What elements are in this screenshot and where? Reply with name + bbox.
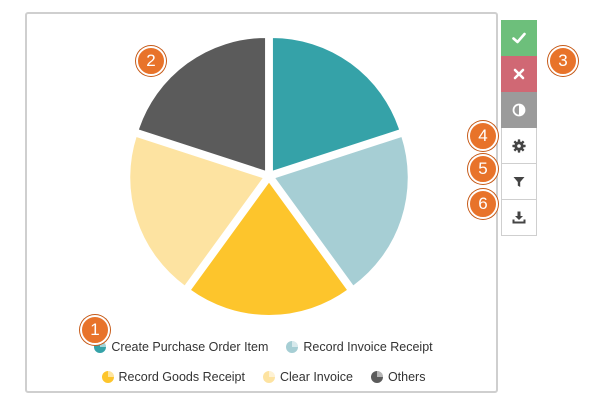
download-button[interactable]: [501, 200, 537, 236]
filter-icon: [513, 176, 525, 187]
pie-slice-record-invoice-receipt[interactable]: [272, 134, 410, 289]
legend-item-record-goods-receipt[interactable]: Record Goods Receipt: [101, 370, 245, 384]
check-icon: [512, 32, 526, 44]
legend-label: Clear Invoice: [279, 370, 353, 384]
contrast-icon: [512, 103, 526, 117]
gear-icon: [512, 138, 526, 153]
confirm-button[interactable]: [501, 20, 537, 56]
legend-label: Create Purchase Order Item: [111, 340, 269, 354]
filter-button[interactable]: [501, 164, 537, 200]
contrast-button[interactable]: [501, 92, 537, 128]
download-icon: [512, 211, 526, 224]
pie-chart: [128, 35, 410, 317]
legend-row-1: Create Purchase Order Item Record Invoic…: [27, 340, 500, 354]
pie-slice-others[interactable]: [136, 35, 268, 174]
legend-item-others[interactable]: Others: [370, 370, 426, 384]
callout-badge-4: 4: [468, 121, 498, 151]
legend-item-clear-invoice[interactable]: Clear Invoice: [262, 370, 353, 384]
pie-icon: [262, 371, 275, 383]
legend-label: Record Invoice Receipt: [303, 340, 433, 354]
legend-item-create-purchase-order-item[interactable]: Create Purchase Order Item: [94, 340, 268, 354]
callout-badge-5: 5: [468, 154, 498, 184]
callout-badge-3: 3: [548, 46, 578, 76]
settings-button[interactable]: [501, 128, 537, 164]
legend-label: Record Goods Receipt: [118, 370, 245, 384]
pie-icon: [370, 371, 383, 383]
cancel-button[interactable]: [501, 56, 537, 92]
close-icon: [513, 68, 525, 80]
pie-icon: [286, 341, 299, 353]
pie-icon: [101, 371, 114, 383]
pie-slice-record-goods-receipt[interactable]: [188, 179, 350, 317]
chart-toolbar: [501, 20, 537, 236]
pie-slice-create-purchase-order-item[interactable]: [270, 35, 402, 174]
legend-row-2: Record Goods Receipt Clear Invoice Other…: [27, 370, 500, 384]
callout-badge-1: 1: [80, 315, 110, 345]
legend-item-record-invoice-receipt[interactable]: Record Invoice Receipt: [286, 340, 433, 354]
callout-badge-2: 2: [136, 46, 166, 76]
legend-label: Others: [387, 370, 426, 384]
callout-badge-6: 6: [468, 189, 498, 219]
pie-slice-clear-invoice[interactable]: [128, 134, 266, 289]
